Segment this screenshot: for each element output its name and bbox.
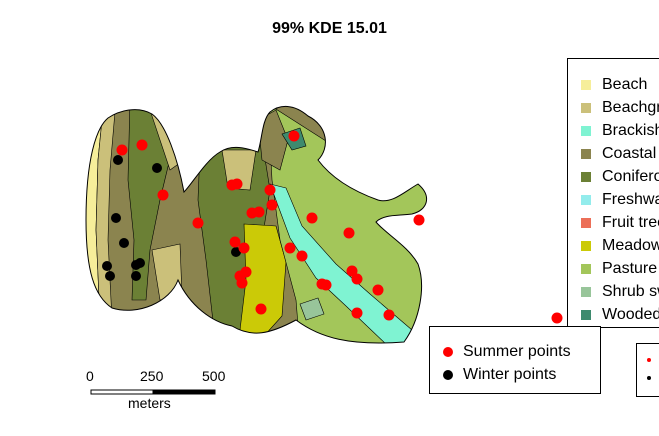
scale-bar	[90, 389, 216, 395]
legend-swatch	[581, 218, 591, 228]
legend-swatch	[581, 264, 591, 274]
legend-swatch	[581, 80, 591, 90]
scale-tick-250: 250	[140, 368, 164, 384]
summer-point	[284, 242, 296, 254]
winter-point	[102, 261, 112, 271]
legend-swatch	[581, 172, 591, 182]
summer-point	[351, 273, 363, 285]
legend-swatch	[581, 287, 591, 297]
kde-99-outline	[85, 106, 427, 344]
winter-point	[111, 213, 121, 223]
summer-point	[346, 265, 358, 277]
habitat-legend: Beach Beachgrass Brackish marsh Coastal …	[567, 58, 659, 328]
mini-red-dot-icon	[647, 358, 651, 362]
shrub-swamp-area	[299, 297, 325, 321]
summer-point	[372, 284, 384, 296]
legend-swatch	[581, 195, 591, 205]
coastal-dune-patch	[257, 109, 289, 171]
winter-point	[135, 258, 145, 268]
winter-point	[113, 155, 123, 165]
scale-unit-label: meters	[128, 395, 171, 411]
scale-tick-0: 0	[86, 368, 94, 384]
winter-point	[152, 163, 162, 173]
meadow-area	[239, 223, 287, 337]
summer-point	[253, 206, 265, 218]
secondary-legend	[636, 343, 659, 397]
legend-swatch	[581, 241, 591, 251]
summer-point	[192, 217, 204, 229]
summer-point	[136, 139, 148, 151]
summer-point	[229, 236, 241, 248]
winter-dot-icon	[443, 370, 453, 380]
summer-point	[343, 227, 355, 239]
points-legend: Summer points Winter points	[429, 326, 601, 394]
legend-swatch	[581, 149, 591, 159]
summer-point	[266, 199, 278, 211]
legend-swatch	[581, 310, 591, 320]
summer-point	[296, 250, 308, 262]
summer-dot-icon	[443, 347, 453, 357]
mini-black-dot-icon	[647, 376, 651, 380]
summer-point	[231, 178, 243, 190]
summer-point	[236, 277, 248, 289]
summer-point	[383, 309, 395, 321]
summer-point	[157, 189, 169, 201]
summer-point	[351, 307, 363, 319]
winter-point	[231, 247, 241, 257]
summer-point	[551, 312, 563, 324]
map-title: 99% KDE 15.01	[272, 20, 387, 37]
summer-point	[413, 214, 425, 226]
winter-point	[131, 271, 141, 281]
winter-point	[105, 271, 115, 281]
scale-tick-500: 500	[202, 368, 226, 384]
summer-point	[238, 242, 250, 254]
summer-point	[288, 130, 300, 142]
summer-point	[255, 303, 267, 315]
summer-point	[116, 144, 128, 156]
winter-points-layer	[102, 155, 241, 281]
legend-swatch	[581, 103, 591, 113]
legend-swatch	[581, 126, 591, 136]
winter-point	[119, 238, 129, 248]
summer-point	[320, 279, 332, 291]
summer-point	[264, 184, 276, 196]
summer-points-layer	[116, 130, 563, 324]
summer-point	[306, 212, 318, 224]
